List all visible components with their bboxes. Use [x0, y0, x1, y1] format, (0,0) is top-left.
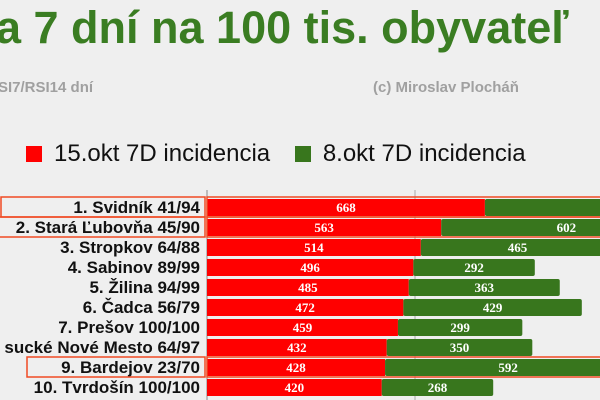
category-label: 10. Tvrdošín 100/100: [34, 378, 200, 397]
data-label: 514: [304, 240, 324, 255]
bar-15okt: [207, 339, 387, 356]
bar-15okt: [207, 279, 409, 296]
chart-credit: (c) Miroslav Plocháň: [373, 79, 519, 96]
highlight-box-bar: [206, 216, 600, 238]
bar-8okt: [403, 299, 582, 316]
bar-15okt: [207, 299, 404, 316]
category-label: sucké Nové Mesto 64/97: [4, 338, 200, 357]
bar-15okt: [207, 219, 442, 236]
data-label: 459: [293, 320, 313, 335]
category-label: 9. Bardejov 23/70: [61, 358, 200, 377]
data-label: 268: [428, 380, 448, 395]
legend-label: 15.okt 7D incidencia: [54, 140, 271, 167]
bar-15okt: [207, 239, 421, 256]
chart-subtitle: SI7/RSI14 dní: [0, 79, 94, 96]
bar-8okt: [484, 199, 600, 216]
bar-8okt: [408, 279, 560, 296]
data-label: 350: [450, 340, 470, 355]
data-label: 428: [286, 360, 306, 375]
data-label: 432: [287, 340, 307, 355]
category-label: 7. Prešov 100/100: [58, 318, 200, 337]
legend: 15.okt 7D incidencia 8.okt 7D incidencia: [26, 140, 544, 169]
category-label: 2. Stará Ľubovňa 45/90: [16, 218, 200, 237]
legend-item-15okt: 15.okt 7D incidencia: [26, 140, 270, 168]
data-label: 363: [475, 280, 495, 295]
data-label: 429: [483, 300, 503, 315]
bar-15okt: [207, 199, 485, 216]
data-label: 668: [336, 200, 356, 215]
data-label: 496: [300, 260, 320, 275]
data-label: 292: [464, 260, 484, 275]
data-label: 602: [557, 220, 577, 235]
bar-8okt: [441, 219, 600, 236]
category-label: 5. Žilina 94/99: [89, 278, 200, 297]
highlight-box-label: [26, 356, 206, 378]
bar-8okt: [420, 239, 600, 256]
bar-15okt: [207, 379, 382, 396]
bar-8okt: [397, 319, 523, 336]
category-label: 3. Stropkov 64/88: [60, 238, 200, 257]
bar-15okt: [207, 359, 386, 376]
data-label: 465: [508, 240, 528, 255]
category-label: 1. Svidník 41/94: [73, 198, 200, 217]
legend-label: 8.okt 7D incidencia: [322, 140, 526, 167]
bar-15okt: [207, 319, 398, 336]
bar-15okt: [207, 259, 414, 276]
legend-item-8okt: 8.okt 7D incidencia: [294, 140, 526, 168]
bar-8okt: [386, 339, 533, 356]
bar-8okt: [413, 259, 535, 276]
data-label: 592: [498, 360, 518, 375]
data-label: 485: [298, 280, 318, 295]
highlight-box-bar: [206, 356, 600, 378]
bar-8okt: [385, 359, 600, 376]
category-label: 4. Sabinov 89/99: [68, 258, 200, 277]
chart-title: a 7 dní na 100 tis. obyvateľ: [0, 2, 569, 53]
bar-8okt: [381, 379, 494, 396]
category-label: 6. Čadca 56/79: [83, 298, 200, 317]
data-label: 563: [314, 220, 334, 235]
data-label: 472: [295, 300, 315, 315]
data-label: 420: [285, 380, 305, 395]
legend-swatch-green: [294, 146, 311, 162]
data-label: 299: [450, 320, 470, 335]
highlight-box-label: [0, 216, 206, 238]
legend-swatch-red: [26, 146, 42, 162]
